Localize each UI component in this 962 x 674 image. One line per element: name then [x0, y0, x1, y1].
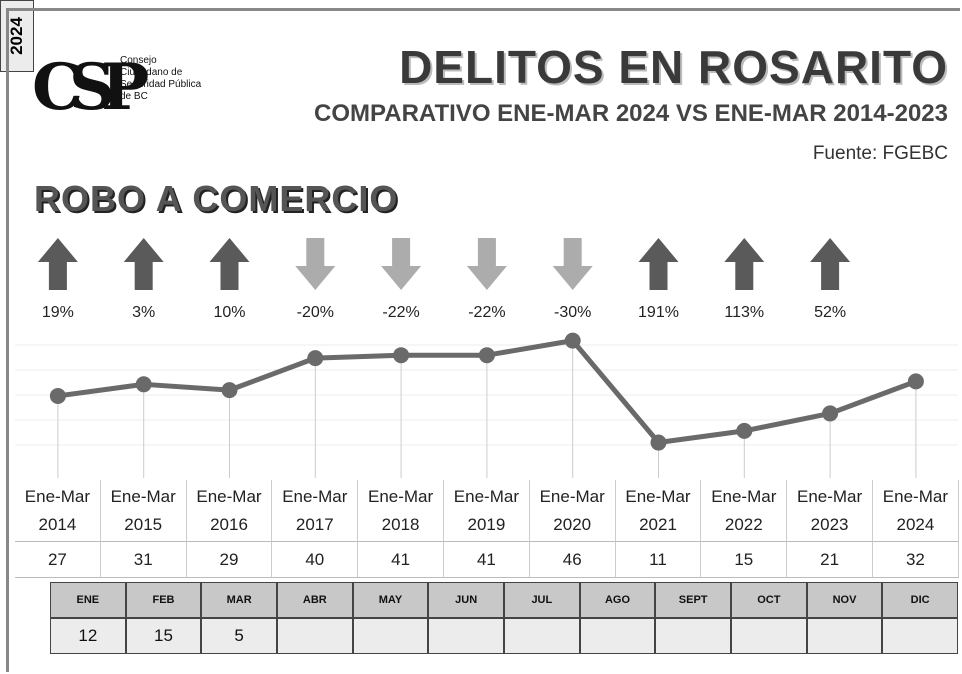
value-label: 41: [358, 542, 444, 578]
change-arrow: [466, 238, 507, 290]
change-label: -22%: [382, 304, 420, 321]
month-header: MAY: [352, 582, 429, 618]
month-header: FEB: [125, 582, 202, 618]
logo-text: Consejo Ciudadano de Seguridad Pública d…: [120, 55, 202, 102]
value-label: 41: [444, 542, 530, 578]
x-tick-label: Ene-Mar 2017: [272, 480, 359, 542]
month-header: ABR: [277, 582, 353, 618]
change-label: -30%: [554, 304, 592, 321]
x-tick-label: Ene-Mar 2023: [787, 480, 873, 542]
logo: CSP: [32, 50, 149, 125]
value-label: 32: [873, 542, 959, 578]
value-label: 40: [272, 542, 359, 578]
change-label: 52%: [814, 304, 847, 321]
change-label: -20%: [296, 304, 334, 321]
change-arrow: [37, 238, 78, 290]
month-value: [277, 618, 353, 654]
month-value: [504, 618, 580, 654]
change-label: 113%: [724, 304, 765, 321]
point: [307, 350, 324, 367]
point: [49, 387, 66, 404]
x-tick-label: Ene-Mar 2021: [615, 480, 702, 542]
title: DELITOS EN ROSARITO: [399, 41, 948, 93]
month-header: DIC: [882, 582, 958, 618]
subtitle: COMPARATIVO ENE-MAR 2024 VS ENE-MAR 2014…: [314, 100, 948, 127]
year-label: 2024: [7, 17, 27, 55]
change-arrow: [810, 238, 851, 290]
x-tick-label: Ene-Mar 2019: [444, 480, 530, 542]
change-arrow: [123, 238, 164, 290]
change-label: 10%: [213, 304, 246, 321]
point: [135, 376, 152, 393]
x-tick-label: Ene-Mar 2022: [701, 480, 788, 542]
value-label: 29: [186, 542, 273, 578]
month-value: [352, 618, 429, 654]
change-arrow: [724, 238, 765, 290]
change-arrow: [552, 238, 593, 290]
month-header: JUL: [504, 582, 580, 618]
value-label: 46: [529, 542, 616, 578]
month-header: ENE: [50, 582, 126, 618]
change-arrow: [638, 238, 679, 290]
point: [650, 434, 667, 451]
x-tick-label: Ene-Mar 2020: [529, 480, 616, 542]
month-value: 12: [50, 618, 126, 654]
point: [907, 373, 924, 390]
frame: [6, 8, 960, 672]
value-label: 27: [15, 542, 101, 578]
x-tick-label: Ene-Mar 2016: [186, 480, 273, 542]
point: [221, 382, 238, 399]
change-arrow: [381, 238, 422, 290]
month-value: 15: [125, 618, 202, 654]
change-arrow: [209, 238, 250, 290]
x-tick-label: Ene-Mar 2018: [358, 480, 444, 542]
month-header: NOV: [806, 582, 883, 618]
point: [478, 347, 495, 364]
point: [736, 422, 753, 439]
point: [564, 332, 581, 349]
value-label: 21: [787, 542, 873, 578]
month-header: OCT: [731, 582, 807, 618]
change-label: 3%: [132, 304, 156, 321]
change-label: -22%: [468, 304, 506, 321]
change-label: 19%: [41, 304, 74, 321]
point: [822, 405, 839, 422]
month-value: [655, 618, 731, 654]
month-value: [806, 618, 883, 654]
value-label: 15: [701, 542, 788, 578]
value-label: 11: [615, 542, 702, 578]
year-label-box: 2024: [0, 0, 34, 72]
month-value: [428, 618, 504, 654]
month-value: [579, 618, 656, 654]
x-tick-label: Ene-Mar 2015: [100, 480, 187, 542]
month-header: MAR: [201, 582, 277, 618]
month-value: [882, 618, 958, 654]
point: [393, 347, 410, 364]
month-header: SEPT: [655, 582, 731, 618]
value-label: 31: [100, 542, 187, 578]
x-tick-label: Ene-Mar 2024: [873, 480, 959, 542]
x-tick-label: Ene-Mar 2014: [15, 480, 101, 542]
chart-title: ROBO A COMERCIO: [34, 178, 399, 219]
month-value: 5: [201, 618, 277, 654]
source: Fuente: FGEBC: [812, 143, 948, 164]
month-header: JUN: [428, 582, 504, 618]
month-header: AGO: [579, 582, 656, 618]
month-value: [731, 618, 807, 654]
change-arrow: [295, 238, 336, 290]
change-label: 191%: [638, 304, 679, 321]
